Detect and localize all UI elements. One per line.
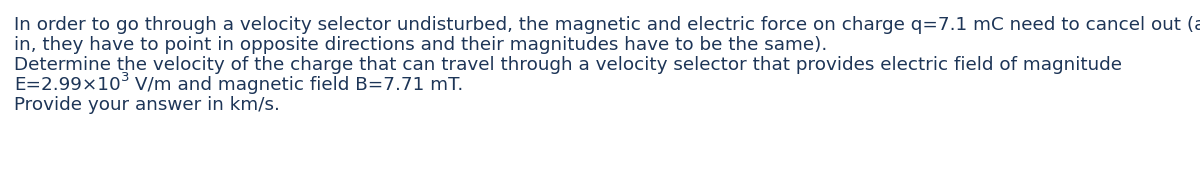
Text: Determine the velocity of the charge that can travel through a velocity selector: Determine the velocity of the charge tha… — [14, 56, 1122, 74]
Text: E=2.99×10: E=2.99×10 — [14, 76, 121, 94]
Text: Provide your answer in km/s.: Provide your answer in km/s. — [14, 96, 280, 114]
Text: in, they have to point in opposite directions and their magnitudes have to be th: in, they have to point in opposite direc… — [14, 36, 827, 54]
Text: V/m and magnetic field B=7.71 mT.: V/m and magnetic field B=7.71 mT. — [130, 76, 463, 94]
Text: In order to go through a velocity selector undisturbed, the magnetic and electri: In order to go through a velocity select… — [14, 16, 1200, 34]
Text: 3: 3 — [121, 71, 130, 84]
